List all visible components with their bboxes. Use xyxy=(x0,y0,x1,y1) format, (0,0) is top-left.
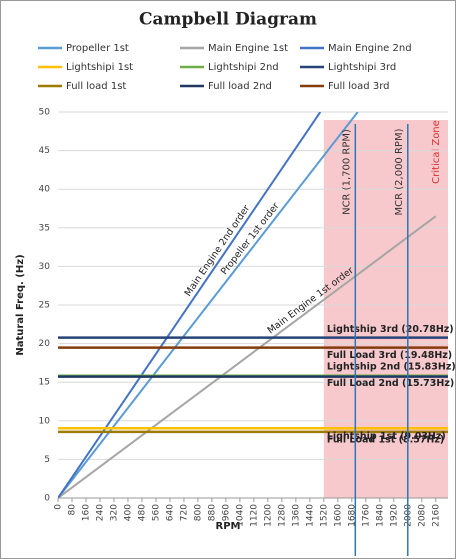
x-tick-label: 1280 xyxy=(277,504,287,527)
x-tick-label: 800 xyxy=(193,504,203,521)
x-axis-label: RPM xyxy=(216,521,241,532)
y-tick-label: 50 xyxy=(39,108,51,118)
series-label: Full Load 1st (8.57Hz) xyxy=(327,434,444,445)
x-tick-label: 400 xyxy=(123,504,133,521)
x-tick-label: 480 xyxy=(137,504,147,521)
x-tick-label: 320 xyxy=(109,504,119,521)
y-tick-label: 30 xyxy=(39,262,51,272)
legend-label: Main Engine 1st xyxy=(208,43,288,54)
x-tick-label: 0 xyxy=(54,504,64,510)
y-axis-label: Natural Freq. (Hz) xyxy=(15,254,26,355)
legend-label: Full load 2nd xyxy=(208,81,272,92)
y-tick-label: 45 xyxy=(39,146,50,156)
x-tick-label: 1120 xyxy=(249,504,259,527)
x-tick-label: 560 xyxy=(151,504,161,521)
y-tick-label: 15 xyxy=(39,378,50,388)
x-tick-label: 1360 xyxy=(291,504,301,527)
x-tick-label: 880 xyxy=(207,504,217,521)
marker-label: NCR (1,700 RPM) xyxy=(341,129,352,215)
y-tick-label: 10 xyxy=(39,416,51,426)
series-label: Full Load 3rd (19.48Hz) xyxy=(327,350,452,361)
series-label: Lightship 3rd (20.78Hz) xyxy=(327,324,454,335)
series-label: Lightship 1st (9.03Hz) xyxy=(327,431,446,442)
x-tick-label: 1040 xyxy=(235,504,245,527)
x-tick-label: 1680 xyxy=(347,504,357,527)
y-tick-label: 0 xyxy=(44,494,50,504)
series-line xyxy=(58,215,437,498)
y-tick-label: 20 xyxy=(39,339,51,349)
y-tick-label: 5 xyxy=(44,455,50,465)
legend-label: Propeller 1st xyxy=(66,43,129,54)
x-tick-label: 1440 xyxy=(305,504,315,527)
x-tick-label: 1760 xyxy=(361,504,371,527)
critical-zone-label: Critical Zone xyxy=(431,120,442,184)
x-tick-label: 1920 xyxy=(389,504,399,527)
x-tick-label: 160 xyxy=(81,504,91,521)
x-tick-label: 80 xyxy=(67,504,77,516)
y-tick-label: 40 xyxy=(39,185,51,195)
y-tick-label: 25 xyxy=(39,301,50,311)
y-tick-label: 35 xyxy=(39,223,50,233)
x-tick-label: 960 xyxy=(221,504,231,521)
x-tick-label: 1200 xyxy=(263,504,273,527)
legend-label: Full load 3rd xyxy=(328,81,389,92)
x-tick-label: 2080 xyxy=(417,504,427,527)
marker-label: MCR (2,000 RPM) xyxy=(394,128,405,215)
legend-label: Lightshipi 2nd xyxy=(208,62,279,73)
legend-label: Main Engine 2nd xyxy=(328,43,412,54)
x-tick-label: 2160 xyxy=(431,504,441,527)
x-tick-label: 1600 xyxy=(333,504,343,527)
x-tick-label: 720 xyxy=(179,504,189,521)
x-tick-label: 1840 xyxy=(375,504,385,527)
legend-label: Full load 1st xyxy=(66,81,126,92)
x-tick-label: 1520 xyxy=(319,504,329,527)
x-tick-label: 240 xyxy=(95,504,105,521)
series-label: Full Load 2nd (15.73Hz) xyxy=(327,378,454,389)
series-line xyxy=(58,112,322,498)
series-line xyxy=(58,112,359,498)
x-tick-label: 640 xyxy=(165,504,175,521)
legend-label: Lightshipi 1st xyxy=(66,62,133,73)
legend-label: Lightshipi 3rd xyxy=(328,62,396,73)
critical-zone xyxy=(323,120,448,498)
series-label: Lightship 2nd (15.83Hz) xyxy=(327,361,456,372)
chart-title: Campbell Diagram xyxy=(139,10,317,30)
